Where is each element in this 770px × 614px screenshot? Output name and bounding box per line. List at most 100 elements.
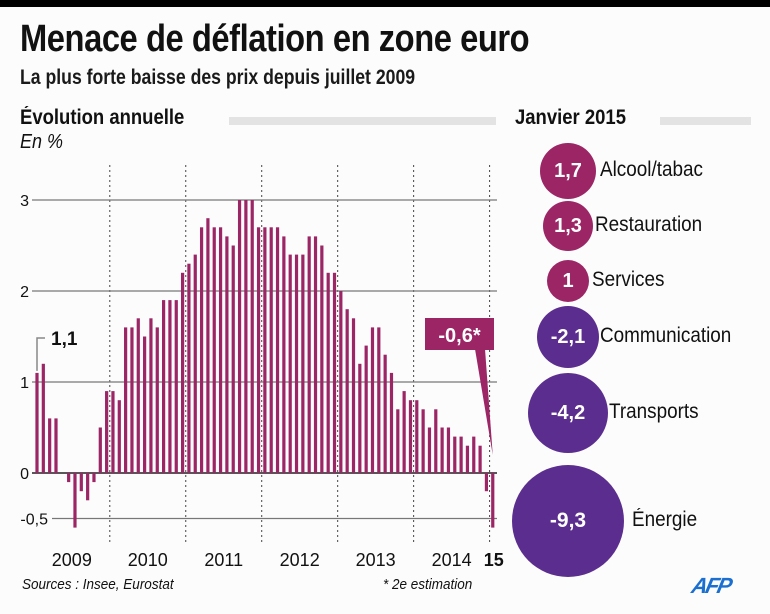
bubble-restauration: 1,3	[543, 201, 593, 251]
bubble-label: Services	[592, 268, 665, 291]
bar	[231, 245, 235, 473]
x-group-label: 2013	[356, 550, 396, 570]
bubble-communication: -2,1	[537, 306, 599, 368]
bar	[124, 327, 128, 473]
callout-label: -0,6*	[438, 325, 480, 347]
bar	[472, 436, 476, 473]
bubble-label: Communication	[600, 324, 732, 347]
estimation-note: * 2e estimation	[383, 576, 473, 593]
bar	[282, 236, 286, 473]
bar	[111, 391, 115, 473]
bubble-services: 1	[547, 260, 589, 302]
chart-section-rule	[229, 117, 496, 125]
y-tick-label: 0	[20, 466, 29, 483]
bar	[408, 400, 413, 473]
page-title: Menace de déflation en zone euro	[20, 18, 530, 60]
bar	[269, 227, 273, 473]
bar	[484, 473, 489, 492]
bar	[206, 218, 210, 473]
bar	[117, 400, 121, 473]
bar	[105, 391, 109, 473]
bar	[35, 372, 39, 473]
bar	[301, 254, 305, 473]
bubble-label: Alcool/tabac	[600, 158, 703, 181]
bar	[41, 363, 45, 473]
sources-note: Sources : Insee, Eurostat	[22, 576, 174, 593]
bar	[459, 436, 463, 473]
y-tick-label: 2	[20, 284, 29, 301]
bar	[130, 327, 134, 473]
x-group-label: 2010	[128, 550, 168, 570]
bubble-value: -2,1	[550, 325, 586, 348]
y-tick-label: 1	[20, 375, 29, 392]
bubble-value: 1,7	[554, 159, 582, 182]
callout-pointer	[475, 349, 493, 455]
callout-box	[425, 318, 494, 350]
annotation-label: 1,1	[51, 329, 78, 350]
bar	[434, 409, 438, 473]
bar	[351, 318, 356, 473]
bubble-alcool-tabac: 1,7	[540, 143, 596, 199]
x-group-label: 15	[484, 550, 504, 570]
bar	[383, 354, 387, 473]
bar	[225, 236, 229, 473]
bubble-value: -9,3	[549, 509, 587, 532]
bar	[453, 436, 457, 473]
bubble-value: 1,3	[554, 214, 582, 237]
bar	[250, 200, 254, 473]
bubble--nergie: -9,3	[512, 465, 624, 577]
bar	[86, 473, 90, 501]
bar	[48, 418, 52, 473]
bar	[326, 272, 330, 473]
bubble-value: 1	[562, 269, 574, 292]
bar	[421, 409, 425, 473]
bar	[155, 327, 159, 473]
bar	[415, 400, 419, 473]
bubble-label: Restauration	[595, 213, 703, 236]
bubble-label: Transports	[609, 400, 699, 423]
bar	[187, 263, 191, 473]
bar	[199, 227, 204, 473]
bar	[440, 427, 444, 473]
x-group-label: 2009	[52, 550, 92, 570]
bubble-transports: -4,2	[528, 373, 608, 453]
bar	[54, 418, 58, 473]
bar	[193, 254, 197, 473]
bar	[136, 318, 140, 473]
chart-section-title: Évolution annuelle	[20, 106, 185, 129]
bar	[294, 254, 299, 473]
bar	[339, 291, 343, 473]
bar	[370, 327, 375, 473]
bar	[358, 363, 362, 473]
bubble-label: Énergie	[632, 508, 698, 531]
bar	[149, 318, 153, 473]
bar	[364, 345, 368, 473]
bar	[67, 473, 71, 483]
bar	[212, 227, 216, 473]
bar	[320, 245, 324, 473]
bar	[98, 427, 102, 473]
bar	[402, 391, 406, 473]
bar	[256, 227, 261, 473]
bar	[174, 300, 178, 473]
y-tick-label: 3	[20, 193, 29, 210]
bar	[79, 473, 83, 492]
bar	[244, 200, 248, 473]
bar	[313, 236, 318, 473]
bar	[377, 327, 381, 473]
bar	[162, 300, 166, 473]
x-group-label: 2011	[204, 550, 243, 570]
bubble-value: -4,2	[550, 401, 586, 424]
afp-logo: AFP	[689, 573, 733, 598]
bar	[288, 254, 292, 473]
bar	[389, 372, 394, 473]
bubbles-section-rule	[660, 117, 751, 125]
bar	[332, 272, 337, 473]
bar	[180, 272, 185, 473]
bar	[168, 300, 172, 473]
top-bar	[0, 0, 770, 7]
annotation-leader	[36, 337, 45, 371]
bar	[143, 336, 147, 473]
bar	[218, 227, 223, 473]
